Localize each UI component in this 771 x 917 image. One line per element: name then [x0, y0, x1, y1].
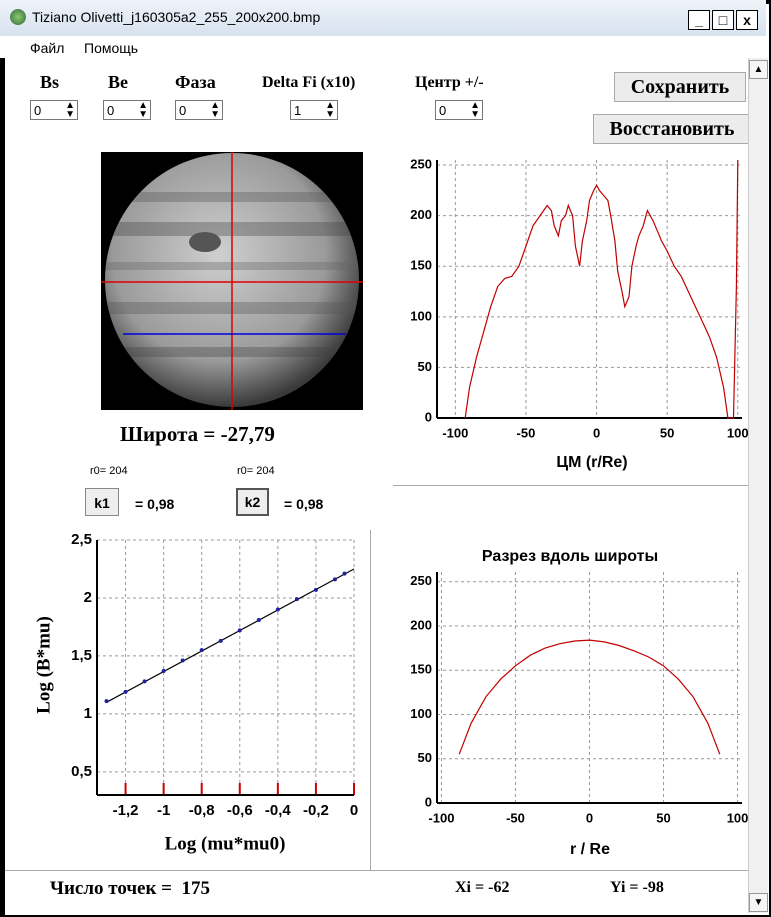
y-tick-label: 150: [410, 258, 432, 273]
x-tick-label: -0,2: [303, 802, 329, 819]
data-point: [314, 588, 318, 592]
x-tick-label: -0,4: [265, 802, 292, 819]
y-tick-label: 250: [410, 156, 432, 171]
data-point: [238, 628, 242, 632]
x-tick-label: 50: [656, 810, 670, 825]
x-tick-label: -1: [157, 802, 170, 819]
x-tick-label: -50: [517, 425, 536, 440]
x-axis-title: r / Re: [570, 841, 610, 858]
data-point: [143, 679, 147, 683]
y-tick-label: 0,5: [71, 763, 92, 780]
data-point: [162, 669, 166, 673]
y-tick-label: 50: [418, 359, 432, 374]
x-tick-label: -50: [506, 810, 525, 825]
y-tick-label: 0: [425, 409, 432, 424]
data-point: [200, 648, 204, 652]
y-tick-label: 250: [410, 573, 432, 588]
x-tick-label: 100: [727, 810, 748, 825]
y-tick-label: 50: [418, 750, 432, 765]
y-tick-label: 2: [84, 589, 92, 606]
y-tick-label: 2,5: [71, 531, 92, 548]
x-tick-label: -100: [442, 425, 468, 440]
data-point: [276, 608, 280, 612]
y-tick-label: 200: [410, 617, 432, 632]
x-axis-title: Log (mu*mu0): [165, 833, 286, 854]
x-tick-label: -0,8: [189, 802, 215, 819]
y-tick-label: 150: [410, 662, 432, 677]
x-tick-label: -0,6: [227, 802, 253, 819]
data-line: [465, 160, 738, 418]
y-tick-label: 100: [410, 308, 432, 323]
xi-value: Xi = -62: [455, 879, 509, 897]
data-point: [219, 639, 223, 643]
scrollbar[interactable]: [748, 58, 768, 913]
scroll-down[interactable]: ▼: [749, 893, 768, 912]
data-point: [342, 572, 346, 576]
point-count: Число точек = 175: [50, 878, 210, 900]
yi-value: Yi = -98: [610, 879, 664, 897]
x-tick-label: -1,2: [113, 802, 139, 819]
y-tick-label: 0: [425, 794, 432, 809]
y-tick-label: 1: [84, 705, 92, 722]
data-point: [333, 577, 337, 581]
y-tick-label: 1,5: [71, 647, 92, 664]
x-axis-title: ЦМ (r/Re): [556, 454, 627, 471]
x-tick-label: 0: [586, 810, 593, 825]
data-point: [295, 597, 299, 601]
y-tick-label: 100: [410, 706, 432, 721]
x-tick-label: 50: [660, 425, 674, 440]
x-tick-label: 100: [727, 425, 748, 440]
data-point: [124, 690, 128, 694]
y-axis-title: Log (B*mu): [33, 616, 54, 714]
x-tick-label: 0: [593, 425, 600, 440]
chart-title: Разрез вдоль широты: [482, 548, 658, 565]
x-tick-label: -100: [428, 810, 454, 825]
y-tick-label: 200: [410, 207, 432, 222]
data-point: [105, 699, 109, 703]
data-point: [257, 618, 261, 622]
scroll-up[interactable]: ▲: [749, 60, 768, 79]
data-point: [181, 659, 185, 663]
x-tick-label: 0: [350, 802, 358, 819]
